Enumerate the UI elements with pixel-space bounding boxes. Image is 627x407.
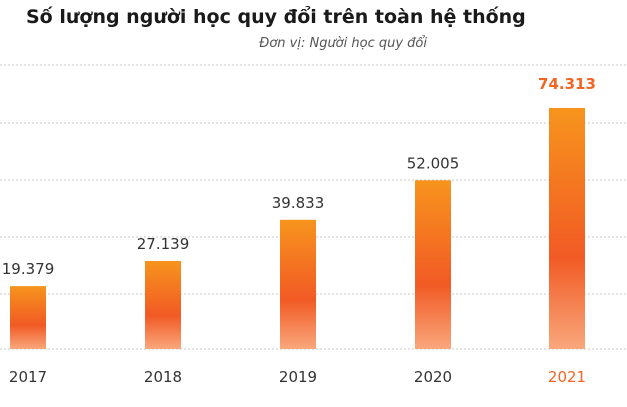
category-label-2019: 2019 [279, 368, 317, 386]
category-labels: 2017 2018 2019 2020 2021 [9, 368, 586, 386]
value-labels: 19.379 27.139 39.833 52.005 74.313 [2, 75, 596, 278]
chart-title: Số lượng người học quy đổi trên toàn hệ … [26, 6, 526, 28]
category-label-2020: 2020 [414, 368, 452, 386]
bars [10, 107, 585, 350]
value-label-2017: 19.379 [2, 260, 55, 278]
value-label-2020: 52.005 [407, 154, 460, 172]
chart-subtitle: Đơn vị: Người học quy đổi [259, 36, 427, 51]
bar-2021 [549, 107, 585, 350]
bar-2017 [10, 286, 46, 349]
bar-2019 [280, 219, 316, 349]
bar-2020 [415, 180, 451, 349]
category-label-2018: 2018 [144, 368, 182, 386]
value-label-2021: 74.313 [538, 75, 596, 93]
value-label-2019: 39.833 [272, 194, 325, 212]
value-label-2018: 27.139 [137, 235, 190, 253]
bar-2018 [145, 260, 181, 349]
category-label-2017: 2017 [9, 368, 47, 386]
category-label-2021: 2021 [548, 368, 586, 386]
